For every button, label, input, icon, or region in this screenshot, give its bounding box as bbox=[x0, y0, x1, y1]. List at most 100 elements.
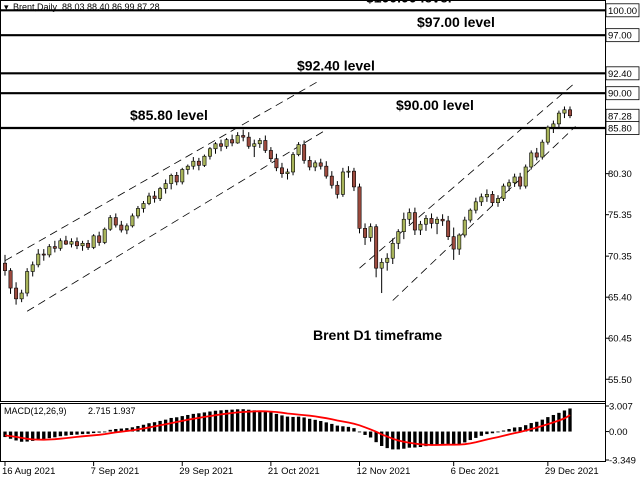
candle bbox=[8, 268, 13, 294]
x-tick-label: 29 Dec 2021 bbox=[545, 466, 599, 477]
candle-body bbox=[374, 226, 379, 269]
candle-body bbox=[52, 246, 57, 249]
macd-bar bbox=[186, 414, 190, 432]
candle bbox=[501, 183, 506, 201]
macd-bar bbox=[330, 423, 334, 432]
macd-bar bbox=[413, 431, 417, 448]
candle bbox=[335, 181, 340, 199]
candle-body bbox=[163, 183, 168, 189]
candle-body bbox=[484, 194, 489, 198]
level-label: $97.00 level bbox=[417, 14, 495, 30]
candle-body bbox=[3, 262, 7, 271]
candle bbox=[196, 157, 201, 171]
candle bbox=[556, 110, 561, 129]
y-tick-label: 90.00 bbox=[608, 89, 632, 100]
candle-body bbox=[468, 209, 473, 221]
candle-body bbox=[457, 234, 462, 250]
macd-bar bbox=[47, 431, 51, 439]
y-tick-label: 65.40 bbox=[608, 293, 632, 304]
candle bbox=[540, 139, 545, 160]
macd-bar bbox=[247, 409, 251, 432]
candle bbox=[568, 106, 572, 119]
candle bbox=[86, 239, 91, 250]
macd-bar bbox=[191, 413, 195, 432]
candle-body bbox=[473, 201, 478, 211]
candle bbox=[191, 157, 196, 170]
y-tick-box bbox=[605, 28, 640, 43]
candle-body bbox=[424, 218, 428, 225]
candle-body bbox=[368, 226, 373, 238]
candle-body bbox=[401, 218, 406, 232]
candle-body bbox=[385, 257, 390, 263]
candle-body bbox=[108, 217, 113, 230]
macd-bar bbox=[213, 410, 218, 432]
candle-body bbox=[47, 246, 52, 256]
y-tick-label: 85.80 bbox=[608, 124, 632, 135]
candle-body bbox=[158, 188, 163, 199]
candle bbox=[152, 191, 157, 203]
candle-body bbox=[462, 219, 467, 236]
macd-bar bbox=[357, 431, 362, 433]
candle bbox=[412, 207, 417, 235]
channel-line bbox=[359, 82, 576, 269]
candle-body bbox=[518, 176, 523, 187]
candle bbox=[97, 231, 102, 246]
candle-body bbox=[534, 152, 539, 158]
candle-body bbox=[335, 184, 340, 195]
candle-body bbox=[207, 148, 212, 157]
candle bbox=[19, 289, 24, 303]
candle-body bbox=[135, 208, 140, 217]
candle bbox=[562, 106, 567, 119]
candle bbox=[213, 142, 218, 154]
candle-body bbox=[318, 162, 323, 167]
candle bbox=[169, 173, 174, 190]
candle-body bbox=[58, 240, 63, 249]
candle bbox=[246, 132, 251, 149]
macd-bar bbox=[53, 431, 57, 438]
level-lines: $100.00 level $97.00 level $92.40 level $90… bbox=[0, 0, 605, 130]
macd-bar bbox=[64, 431, 68, 436]
candle bbox=[435, 216, 440, 235]
candle-body bbox=[329, 175, 334, 186]
candle bbox=[396, 229, 401, 250]
candle bbox=[75, 237, 79, 250]
candle-body bbox=[324, 165, 329, 177]
candle bbox=[52, 240, 57, 253]
macd-bar bbox=[103, 431, 107, 433]
candle-body bbox=[279, 167, 284, 174]
candle-body bbox=[102, 228, 107, 243]
candle bbox=[307, 156, 312, 171]
candle bbox=[36, 249, 41, 268]
macd-bar bbox=[490, 431, 495, 434]
candle-body bbox=[529, 152, 534, 168]
macd-bar bbox=[230, 409, 234, 432]
candle-body bbox=[479, 196, 484, 203]
macd-bar bbox=[485, 431, 489, 435]
macd-bar bbox=[440, 431, 445, 444]
macd-bar bbox=[280, 415, 284, 432]
macd-bar bbox=[252, 410, 256, 432]
level-label: $92.40 level bbox=[297, 57, 375, 73]
macd-bar bbox=[224, 409, 229, 432]
candle bbox=[324, 161, 329, 179]
candles bbox=[3, 106, 572, 305]
macd-bar bbox=[80, 431, 85, 435]
channel-line bbox=[26, 129, 327, 312]
candle-body bbox=[219, 143, 223, 147]
macd-bar bbox=[324, 422, 328, 432]
y-tick-box bbox=[605, 86, 640, 101]
macd-bar bbox=[402, 431, 406, 449]
macd-bar bbox=[8, 431, 13, 439]
candle bbox=[163, 179, 168, 194]
candle bbox=[374, 224, 379, 278]
candle-body bbox=[496, 198, 500, 203]
channel-line bbox=[392, 126, 576, 301]
candle-body bbox=[202, 155, 207, 166]
candle bbox=[496, 195, 500, 207]
candle-body bbox=[246, 136, 251, 147]
candle bbox=[473, 197, 478, 214]
candle-body bbox=[213, 143, 218, 150]
candle-body bbox=[446, 220, 451, 237]
macd-bar bbox=[86, 431, 90, 434]
